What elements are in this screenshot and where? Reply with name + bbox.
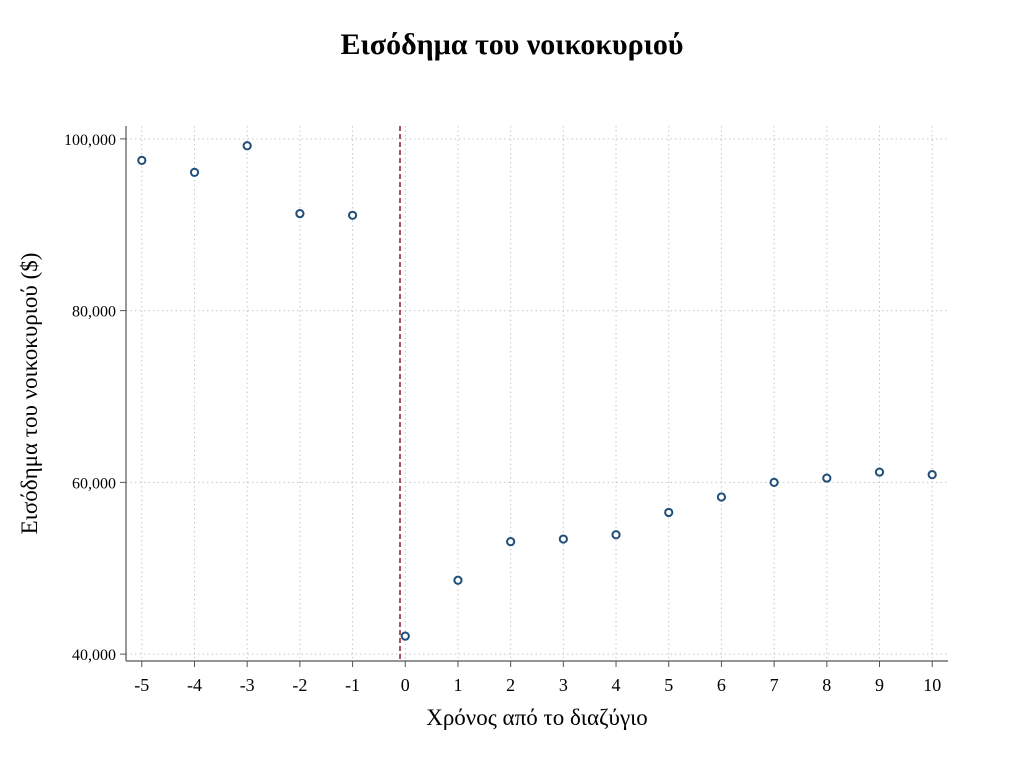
y-tick-label: 40,000 bbox=[72, 647, 116, 664]
x-tick-labels: -5 -4 -3 -2 -1 0 1 2 3 4 5 6 7 8 9 10 bbox=[134, 675, 941, 695]
y-axis-title: Εισόδημα του νοικοκυριού ($) bbox=[17, 253, 42, 535]
data-point bbox=[453, 575, 463, 585]
data-point bbox=[242, 141, 252, 151]
data-point bbox=[611, 530, 621, 540]
y-tick-label: 80,000 bbox=[72, 304, 116, 321]
x-axis-title: Χρόνος από το διαζύγιο bbox=[426, 705, 648, 730]
x-tick-label: -2 bbox=[292, 675, 307, 695]
data-point bbox=[822, 473, 832, 483]
y-tick-label: 60,000 bbox=[72, 475, 116, 492]
grid-lines bbox=[126, 126, 948, 661]
data-point bbox=[716, 492, 727, 502]
x-tick-label: 10 bbox=[923, 675, 941, 695]
data-point bbox=[506, 537, 516, 547]
x-tick-label: -5 bbox=[134, 675, 149, 695]
x-tick-label: 3 bbox=[559, 675, 568, 695]
x-tick-label: 0 bbox=[401, 675, 410, 695]
x-tick-label: 9 bbox=[875, 675, 884, 695]
data-point bbox=[664, 507, 674, 518]
x-tick-label: 4 bbox=[612, 675, 621, 695]
chart-title: Εισόδημα του νοικοκυριού bbox=[340, 28, 684, 61]
y-tick-label: 100,000 bbox=[64, 132, 116, 149]
data-point bbox=[874, 467, 885, 477]
x-tick-label: 2 bbox=[506, 675, 515, 695]
axes bbox=[120, 126, 948, 667]
data-point bbox=[137, 155, 147, 165]
data-point bbox=[347, 210, 358, 220]
y-tick-labels: 40,000 60,000 80,000 100,000 bbox=[64, 132, 116, 664]
data-point bbox=[189, 167, 200, 177]
data-point bbox=[927, 470, 937, 480]
data-point bbox=[295, 208, 305, 219]
data-point bbox=[558, 534, 568, 544]
x-tick-label: 7 bbox=[770, 675, 779, 695]
x-tick-label: 8 bbox=[822, 675, 831, 695]
data-point bbox=[400, 631, 410, 641]
x-tick-label: 5 bbox=[664, 675, 673, 695]
x-tick-label: 1 bbox=[453, 675, 462, 695]
x-tick-label: 6 bbox=[717, 675, 726, 695]
x-tick-label: -4 bbox=[187, 675, 202, 695]
x-tick-label: -3 bbox=[240, 675, 255, 695]
data-points bbox=[137, 141, 937, 641]
data-point bbox=[769, 477, 779, 487]
x-tick-label: -1 bbox=[345, 675, 360, 695]
